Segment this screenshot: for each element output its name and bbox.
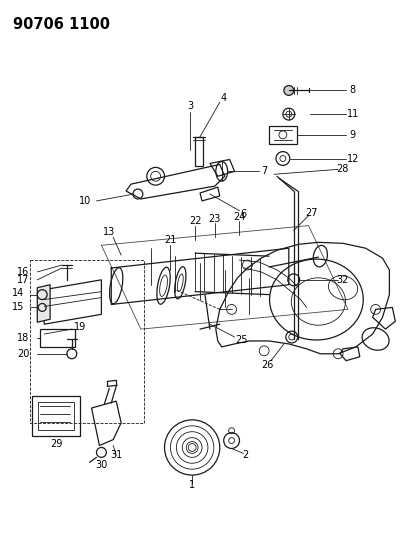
- Text: 12: 12: [347, 154, 359, 164]
- Text: 16: 16: [17, 267, 30, 277]
- Text: 1: 1: [189, 480, 195, 490]
- Polygon shape: [37, 285, 50, 322]
- Text: 18: 18: [17, 333, 30, 343]
- Text: 31: 31: [110, 450, 122, 461]
- Text: 4: 4: [221, 93, 227, 103]
- Text: 23: 23: [209, 214, 221, 224]
- Text: 13: 13: [103, 228, 115, 238]
- Text: 24: 24: [233, 212, 246, 222]
- Text: 27: 27: [305, 208, 318, 218]
- Text: 29: 29: [50, 439, 62, 449]
- Text: 2: 2: [242, 450, 249, 461]
- Text: 17: 17: [17, 275, 30, 285]
- Text: 30: 30: [95, 460, 108, 470]
- Text: 26: 26: [261, 360, 273, 369]
- Text: 28: 28: [336, 164, 348, 174]
- Text: 20: 20: [17, 349, 30, 359]
- Text: 8: 8: [350, 85, 356, 95]
- Text: 10: 10: [79, 196, 91, 206]
- Bar: [195, 137, 203, 166]
- Text: 22: 22: [189, 216, 201, 225]
- Bar: [40, 329, 75, 347]
- Text: 15: 15: [12, 302, 24, 312]
- Text: 90706 1100: 90706 1100: [13, 18, 110, 33]
- Text: 19: 19: [74, 322, 86, 332]
- Circle shape: [284, 85, 294, 95]
- Text: 25: 25: [235, 335, 248, 345]
- Text: 11: 11: [347, 109, 359, 119]
- Text: 6: 6: [241, 209, 247, 219]
- Bar: [38, 402, 74, 430]
- Text: 32: 32: [336, 275, 348, 285]
- Text: 14: 14: [12, 288, 24, 297]
- Text: 3: 3: [187, 101, 193, 111]
- Bar: [32, 396, 80, 435]
- Text: 21: 21: [164, 236, 177, 245]
- Text: 7: 7: [261, 166, 267, 176]
- Text: 9: 9: [350, 130, 356, 140]
- Bar: [30, 260, 144, 423]
